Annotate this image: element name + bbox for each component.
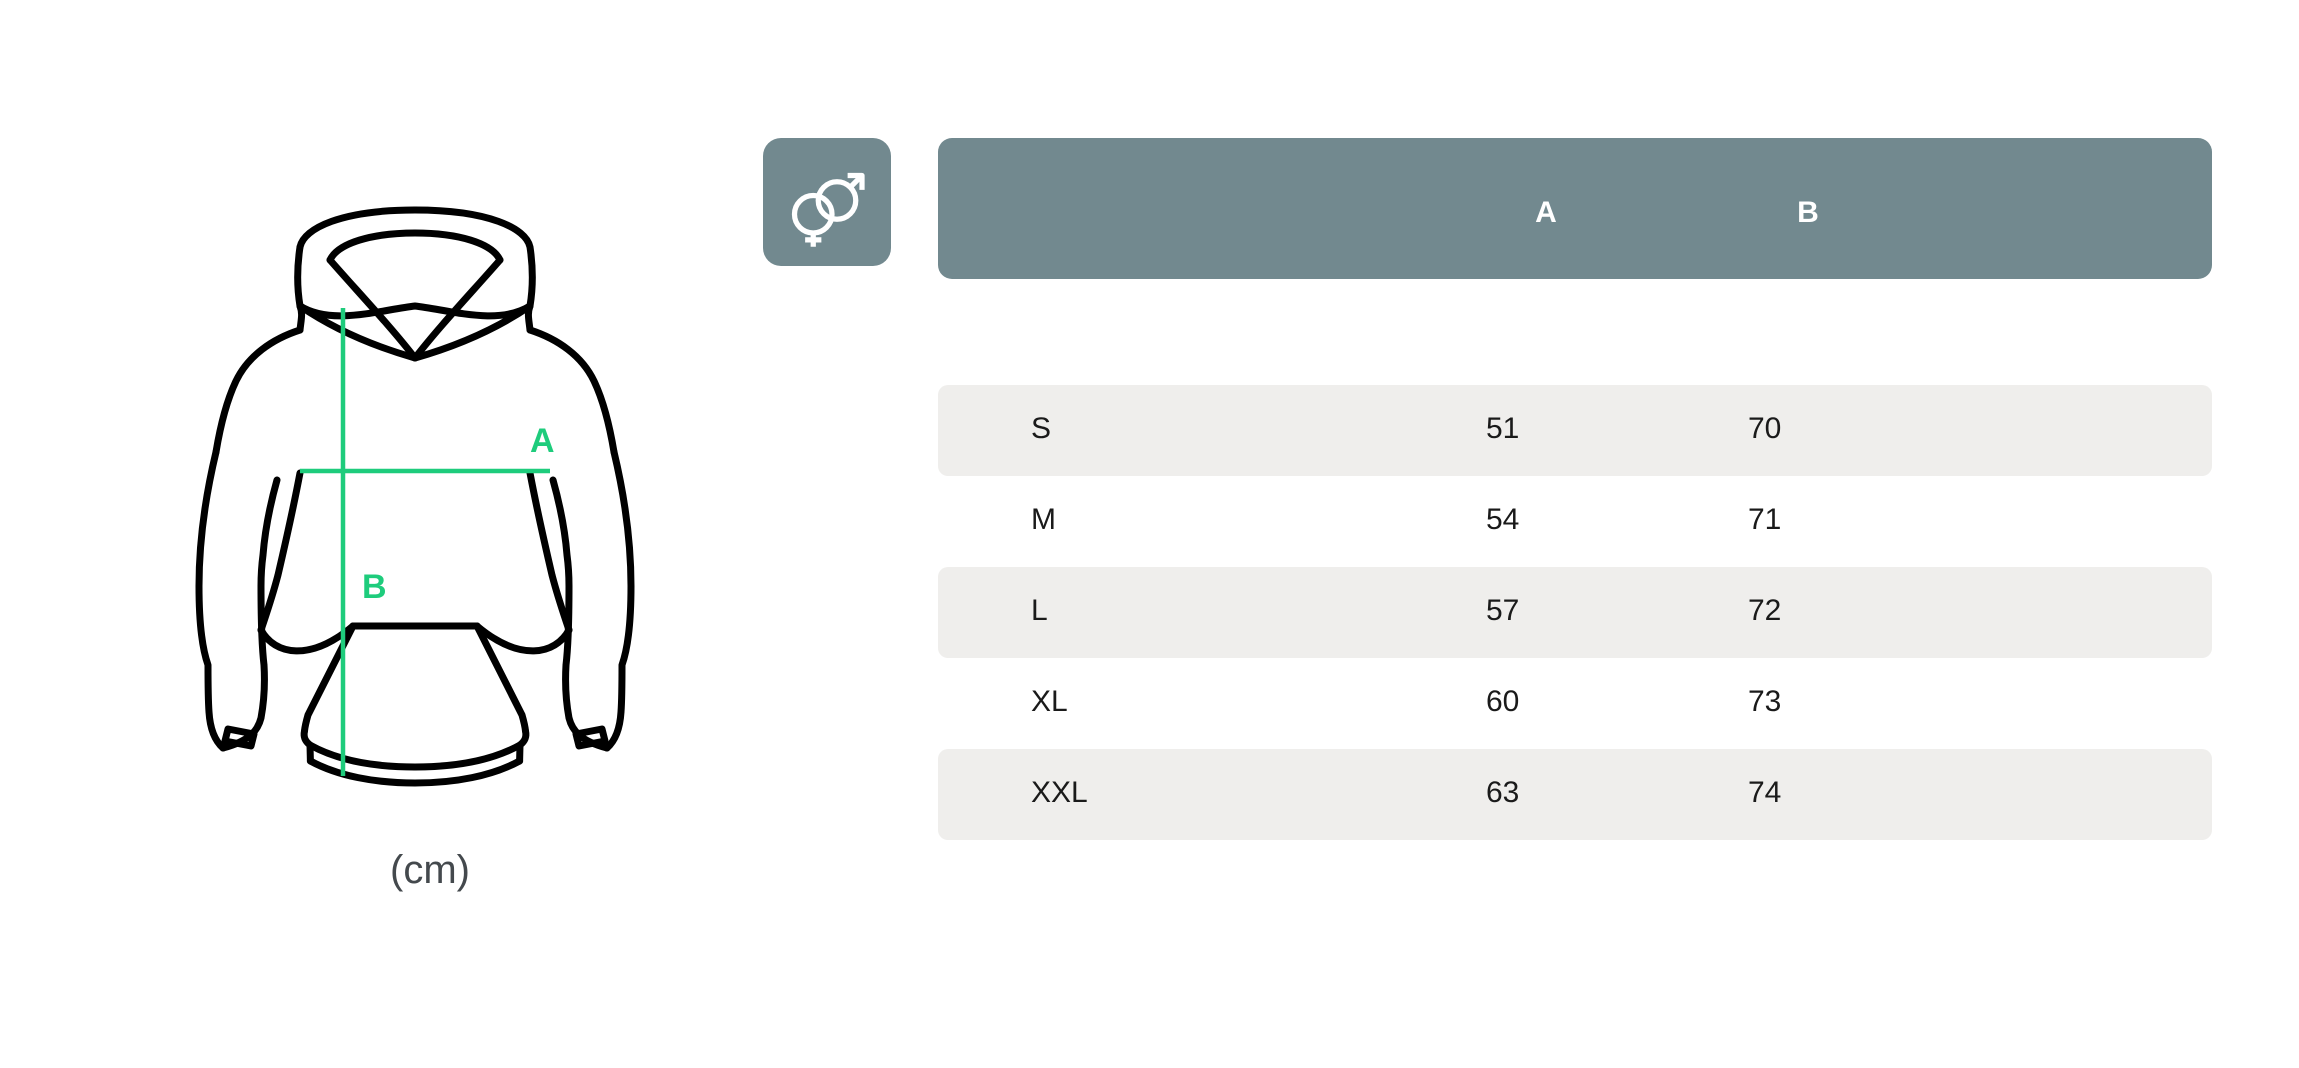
svg-text:B: B bbox=[362, 568, 387, 606]
svg-text:A: A bbox=[530, 422, 555, 460]
